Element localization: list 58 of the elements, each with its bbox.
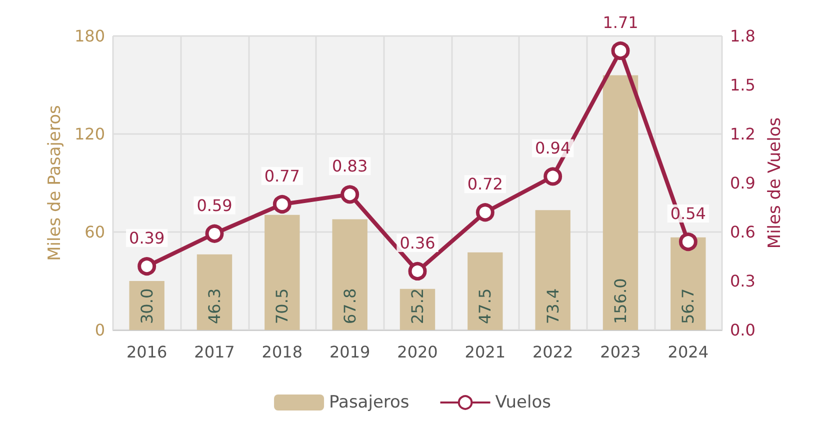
data-label: 56.7 [678,288,698,324]
legend-label: Vuelos [495,392,552,412]
point [138,257,156,276]
data-label: 0.83 [332,156,368,176]
data-label: 46.3 [205,288,224,324]
point [205,224,224,243]
data-label: 25.2 [408,288,427,324]
data-label: 47.5 [476,288,495,324]
y2-tick-label: 0.3 [730,272,756,290]
legend-label: Pasajeros [329,392,410,412]
point [408,262,427,280]
x-tick-label: 2019 [329,342,370,362]
y-axis-title: Miles de Pasajeros [45,105,66,261]
data-label: 156.0 [611,278,630,324]
y2-tick-label: 0.9 [730,174,756,192]
point [678,232,698,252]
y2-axis-title: Miles de Vuelos [764,117,785,249]
bar [129,281,164,330]
y-tick-label: 180 [74,26,105,46]
data-label: 70.5 [272,288,292,324]
data-label: 0.36 [400,233,436,252]
x-tick-label: 2020 [397,342,438,362]
y2-tick-label: 1.5 [730,76,756,94]
data-label: 0.59 [196,196,232,215]
bar [264,214,300,330]
data-label: 0.39 [129,228,165,248]
y2-tick-label: 0.6 [730,222,756,242]
y2-tick-label: 1.2 [730,124,756,144]
y-tick-label: 0 [94,320,105,340]
x-tick-label: 2018 [262,342,303,362]
bar [196,254,232,330]
point [476,203,494,222]
x-tick-label: 2022 [532,342,574,362]
data-label: 0.77 [264,166,300,186]
data-label: 30.0 [137,288,156,324]
x-tick-label: 2023 [600,342,641,362]
bar [602,75,638,330]
bar [535,210,570,330]
y-tick-label: 60 [84,222,105,242]
data-label: 0.54 [670,204,706,224]
data-label: 1.71 [602,12,638,32]
data-label: 67.8 [340,288,360,324]
bar [332,219,368,330]
data-label: 0.72 [467,174,503,194]
bar [468,252,503,330]
y2-tick-label: 0.0 [730,320,756,340]
x-tick-label: 2016 [126,342,168,362]
x-tick-label: 2021 [464,342,506,362]
point [340,185,360,204]
x-tick-label: 2024 [668,342,709,362]
y-tick-label: 120 [74,124,105,144]
x-tick-label: 2017 [194,342,235,362]
data-label: 73.4 [543,288,562,324]
point [272,194,292,214]
data-label: 0.94 [535,138,571,158]
point [544,167,562,186]
point [611,41,630,60]
y2-tick-label: 1.8 [730,26,756,46]
